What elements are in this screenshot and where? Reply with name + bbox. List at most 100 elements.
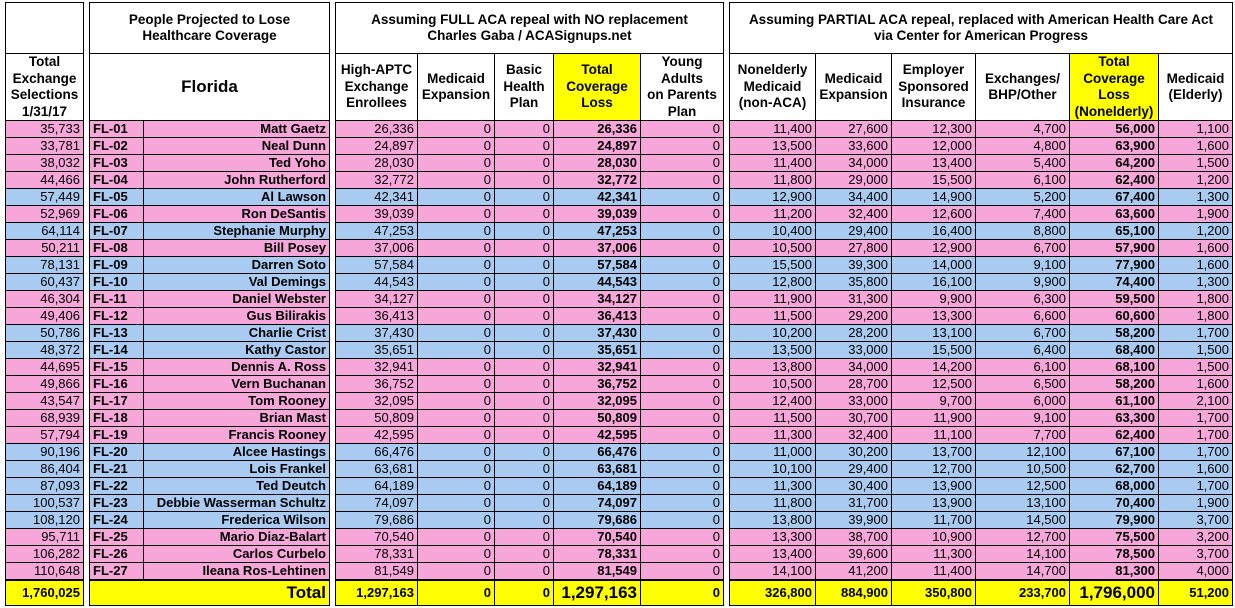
table-cell: 37,006: [335, 239, 418, 257]
header-line: Plan: [667, 103, 697, 119]
table-cell: 0: [417, 460, 495, 478]
table-cell: 9,100: [975, 256, 1070, 274]
table-cell: 74,097: [553, 494, 641, 512]
table-cell: 42,341: [335, 188, 418, 206]
header-line: (Elderly): [1168, 87, 1223, 102]
table-cell: 1,500: [1158, 341, 1233, 359]
table-cell: 32,941: [553, 358, 641, 376]
table-cell: Kathy Castor: [143, 341, 330, 359]
table-cell: 0: [494, 545, 554, 563]
table-cell: 0: [417, 341, 495, 359]
table-cell: 100,537: [5, 494, 84, 512]
table-cell: 33,600: [815, 137, 892, 155]
column-header: Medicaid Expansion: [417, 53, 495, 121]
table-cell: FL-03: [89, 154, 144, 172]
table-cell: 11,300: [729, 426, 816, 444]
total-cell: 1,297,163: [335, 580, 418, 606]
table-cell: 0: [640, 443, 724, 461]
table-cell: 1,600: [1158, 239, 1233, 257]
table-cell: 9,900: [891, 290, 976, 308]
table-cell: 0: [494, 528, 554, 546]
table-cell: 29,400: [815, 222, 892, 240]
table-cell: 27,600: [815, 120, 892, 138]
table-cell: 0: [494, 392, 554, 410]
table-cell: 11,300: [891, 545, 976, 563]
header-line: Medicaid: [743, 78, 802, 94]
table-cell: 11,200: [729, 205, 816, 223]
table-cell: FL-25: [89, 528, 144, 546]
column-header: Nonelderly Medicaid (non-ACA): [729, 53, 816, 121]
table-cell: 0: [640, 205, 724, 223]
table-cell: 26,336: [553, 120, 641, 138]
table-cell: 0: [640, 562, 724, 580]
table-cell: 0: [640, 137, 724, 155]
table-cell: 15,500: [891, 171, 976, 189]
column-header: High-APTC Exchange Enrollees: [335, 53, 418, 121]
header-line: Medicaid: [824, 70, 883, 86]
table-cell: 29,400: [815, 460, 892, 478]
total-cell: 1,760,025: [5, 580, 84, 606]
table-cell: 16,400: [891, 222, 976, 240]
table-cell: 44,466: [5, 171, 84, 189]
table-cell: 0: [494, 324, 554, 342]
table-cell: John Rutherford: [143, 171, 330, 189]
header-line: Employer: [902, 62, 965, 78]
table-cell: Tom Rooney: [143, 392, 330, 410]
table-cell: 28,030: [335, 154, 418, 172]
total-cell: 0: [494, 580, 554, 606]
table-cell: 29,000: [815, 171, 892, 189]
table-cell: 39,039: [553, 205, 641, 223]
table-cell: Charlie Crist: [143, 324, 330, 342]
table-cell: 68,400: [1069, 341, 1159, 359]
table-cell: FL-15: [89, 358, 144, 376]
column-header: Basic Health Plan: [494, 53, 554, 121]
table-cell: 0: [640, 171, 724, 189]
table-cell: 5,400: [975, 154, 1070, 172]
header-line: Total: [581, 62, 613, 78]
table-cell: 34,000: [815, 358, 892, 376]
table-cell: 79,686: [335, 511, 418, 529]
header-line: (non-ACA): [738, 95, 807, 111]
table-cell: 79,686: [553, 511, 641, 529]
table-cell: 44,543: [335, 273, 418, 291]
table-cell: FL-08: [89, 239, 144, 257]
table-cell: Daniel Webster: [143, 290, 330, 308]
table-cell: 12,900: [891, 239, 976, 257]
table-cell: 13,900: [891, 494, 976, 512]
table-cell: 13,500: [729, 137, 816, 155]
table-cell: 12,000: [891, 137, 976, 155]
table-cell: 6,300: [975, 290, 1070, 308]
table-cell: 34,127: [335, 290, 418, 308]
table-cell: Darren Soto: [143, 256, 330, 274]
table-cell: 48,372: [5, 341, 84, 359]
table-cell: 13,900: [891, 477, 976, 495]
table-cell: 37,430: [553, 324, 641, 342]
table-cell: 13,400: [729, 545, 816, 563]
table-cell: 12,400: [729, 392, 816, 410]
table-cell: 6,700: [975, 239, 1070, 257]
table-cell: 0: [417, 443, 495, 461]
table-cell: 63,900: [1069, 137, 1159, 155]
table-cell: 1,900: [1158, 205, 1233, 223]
header-line: Expansion: [819, 87, 888, 102]
table-cell: 0: [417, 222, 495, 240]
table-cell: 50,211: [5, 239, 84, 257]
table-cell: 6,100: [975, 171, 1070, 189]
table-cell: 78,500: [1069, 545, 1159, 563]
table-cell: 0: [640, 460, 724, 478]
table-cell: 0: [417, 239, 495, 257]
total-cell: 0: [640, 580, 724, 606]
table-cell: 0: [640, 324, 724, 342]
table-cell: Mario Diaz-Balart: [143, 528, 330, 546]
header-line: Enrollees: [346, 95, 407, 111]
table-cell: 0: [640, 528, 724, 546]
table-cell: 1,800: [1158, 307, 1233, 325]
table-cell: 74,400: [1069, 273, 1159, 291]
table-cell: 9,900: [975, 273, 1070, 291]
table-cell: 6,100: [975, 358, 1070, 376]
table-cell: 78,131: [5, 256, 84, 274]
state-header: Florida: [89, 53, 330, 121]
table-cell: FL-23: [89, 494, 144, 512]
table-cell: 47,253: [335, 222, 418, 240]
table-cell: 12,500: [975, 477, 1070, 495]
